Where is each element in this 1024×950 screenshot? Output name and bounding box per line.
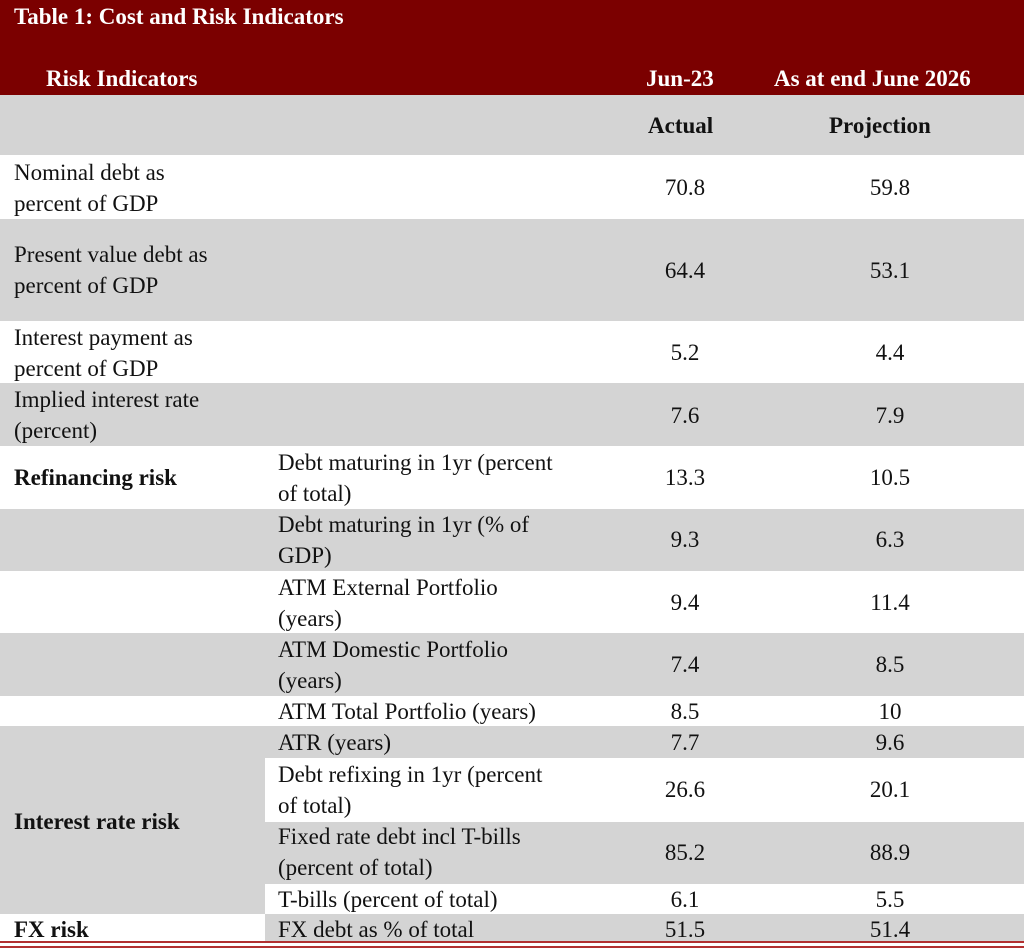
row-actual: 9.4 — [670, 590, 700, 615]
table-header-bar — [0, 62, 1024, 95]
row-indicator: ATM External Portfolio (years) — [278, 575, 498, 631]
row-indicator: Present value debt as percent of GDP — [14, 242, 208, 298]
row-indicator: ATM Total Portfolio (years) — [278, 699, 536, 724]
header-june-2026: As at end June 2026 — [774, 66, 971, 91]
row-projection: 10.5 — [869, 465, 911, 490]
row-band — [0, 726, 265, 914]
row-projection: 10 — [878, 699, 902, 724]
row-projection: 5.5 — [875, 887, 905, 912]
row-indicator: Fixed rate debt incl T-bills (percent of… — [278, 824, 521, 880]
row-actual: 7.7 — [670, 730, 700, 755]
row-actual: 8.5 — [670, 699, 700, 724]
subheader-actual: Actual — [648, 113, 714, 138]
row-projection: 9.6 — [875, 730, 905, 755]
row-actual: 5.2 — [670, 340, 700, 365]
row-projection: 53.1 — [869, 258, 911, 283]
row-indicator: Interest payment as percent of GDP — [14, 325, 193, 381]
table-title: Table 1: Cost and Risk Indicators — [14, 4, 344, 29]
row-indicator: Debt refixing in 1yr (percent of total) — [278, 762, 543, 818]
row-actual: 7.6 — [670, 403, 700, 428]
row-actual: 64.4 — [664, 258, 706, 283]
row-projection: 59.8 — [869, 175, 911, 200]
row-band — [0, 219, 1024, 321]
row-actual: 9.3 — [670, 527, 700, 552]
row-indicator: ATR (years) — [278, 730, 392, 755]
row-indicator: Implied interest rate (percent) — [14, 387, 200, 443]
row-indicator: Nominal debt as percent of GDP — [14, 160, 165, 216]
row-band — [0, 509, 1024, 571]
row-actual: 51.5 — [664, 917, 706, 942]
table-bottom-border — [0, 946, 1024, 948]
row-indicator: FX debt as % of total — [278, 917, 475, 942]
row-actual: 13.3 — [664, 465, 706, 490]
row-actual: 7.4 — [670, 652, 700, 677]
row-category: Interest rate risk — [14, 809, 180, 834]
row-indicator: ATM Domestic Portfolio (years) — [278, 637, 508, 693]
row-category: FX risk — [14, 917, 89, 942]
row-indicator: Debt maturing in 1yr (% of GDP) — [278, 512, 530, 568]
row-band — [0, 633, 1024, 696]
row-projection: 7.9 — [875, 403, 905, 428]
row-projection: 51.4 — [869, 917, 911, 942]
row-category: Refinancing risk — [14, 465, 177, 490]
row-projection: 6.3 — [875, 527, 905, 552]
row-actual: 26.6 — [664, 777, 706, 802]
subheader-projection: Projection — [829, 113, 931, 138]
row-projection: 8.5 — [875, 652, 905, 677]
table-bottom-border — [0, 941, 1024, 943]
row-projection: 4.4 — [875, 340, 905, 365]
header-risk-indicators: Risk Indicators — [46, 66, 198, 91]
row-indicator: T-bills (percent of total) — [278, 887, 498, 912]
row-projection: 88.9 — [869, 840, 911, 865]
row-band — [265, 726, 1024, 758]
row-actual: 70.8 — [664, 175, 706, 200]
header-jun23: Jun-23 — [646, 66, 714, 91]
row-projection: 11.4 — [870, 590, 910, 615]
row-actual: 6.1 — [670, 887, 700, 912]
row-projection: 20.1 — [869, 777, 911, 802]
row-band — [0, 383, 1024, 446]
table-title-bar — [0, 0, 1024, 62]
row-band — [265, 914, 1024, 941]
row-indicator: Debt maturing in 1yr (percent of total) — [278, 450, 553, 506]
table-subheader-bar — [0, 95, 1024, 155]
row-actual: 85.2 — [664, 840, 706, 865]
row-band — [265, 822, 1024, 884]
